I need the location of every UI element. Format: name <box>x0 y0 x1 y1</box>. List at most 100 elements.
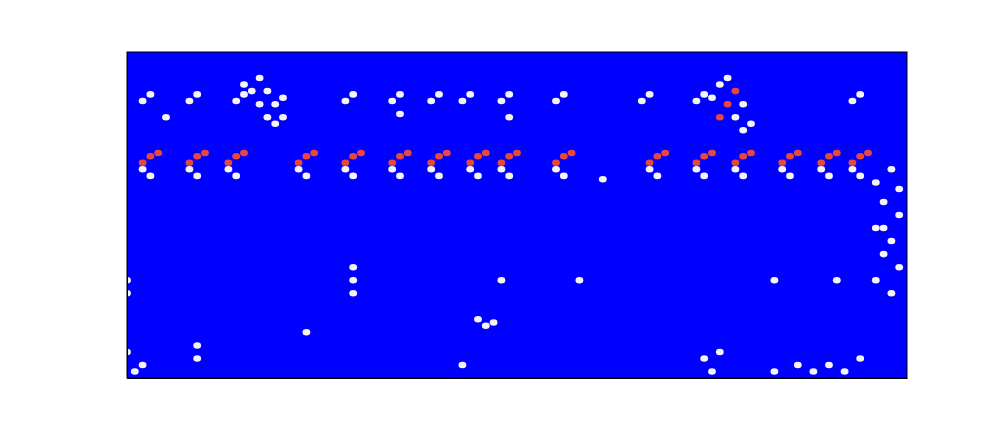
cell <box>404 150 412 157</box>
cell <box>505 91 513 98</box>
cell <box>778 166 786 173</box>
cell <box>872 225 880 232</box>
cell <box>459 362 467 369</box>
cell <box>724 101 732 108</box>
cell <box>654 173 662 180</box>
cell <box>193 342 201 349</box>
cell <box>193 355 201 362</box>
cell <box>505 114 513 121</box>
cell <box>342 160 350 167</box>
cell <box>739 173 747 180</box>
cell <box>498 98 506 105</box>
cell <box>747 120 755 127</box>
cell <box>349 264 357 271</box>
cell <box>552 166 560 173</box>
cell <box>810 368 818 375</box>
cell <box>427 166 435 173</box>
cell <box>505 153 513 160</box>
cell <box>872 277 880 284</box>
cell <box>693 98 701 105</box>
cell <box>303 329 311 336</box>
cell <box>303 153 311 160</box>
cell <box>349 290 357 297</box>
cell <box>279 114 287 121</box>
cell <box>833 277 841 284</box>
cell <box>435 91 443 98</box>
cell <box>646 160 654 167</box>
cell <box>466 91 474 98</box>
cell <box>396 111 404 118</box>
cell <box>474 153 482 160</box>
cell <box>856 91 864 98</box>
cell <box>310 150 318 157</box>
cell <box>396 173 404 180</box>
cell <box>778 160 786 167</box>
cell <box>147 173 155 180</box>
cell <box>342 98 350 105</box>
cell <box>349 277 357 284</box>
cell <box>240 81 248 88</box>
plot-area <box>123 52 907 379</box>
cell <box>193 153 201 160</box>
cell <box>186 160 194 167</box>
cell <box>724 75 732 82</box>
cell <box>147 153 155 160</box>
cell <box>654 153 662 160</box>
cell <box>856 153 864 160</box>
cell <box>732 166 740 173</box>
cells <box>127 75 903 375</box>
cell <box>279 94 287 101</box>
cell <box>396 91 404 98</box>
cell <box>560 91 568 98</box>
cell <box>505 173 513 180</box>
cell <box>435 153 443 160</box>
cell <box>576 277 584 284</box>
cell <box>786 153 794 160</box>
cell <box>552 98 560 105</box>
cell <box>396 153 404 160</box>
cell <box>880 251 888 258</box>
cell <box>139 362 147 369</box>
cell <box>264 88 272 95</box>
cell <box>232 153 240 160</box>
cell <box>482 150 490 157</box>
cell <box>427 160 435 167</box>
cell <box>708 94 716 101</box>
cell <box>498 166 506 173</box>
cell <box>864 150 872 157</box>
cell <box>841 368 849 375</box>
cell <box>248 88 256 95</box>
cell <box>295 160 303 167</box>
cell <box>264 114 272 121</box>
cell <box>225 160 233 167</box>
cell <box>193 91 201 98</box>
cell <box>872 179 880 186</box>
cell <box>193 173 201 180</box>
cell <box>388 160 396 167</box>
cell <box>139 160 147 167</box>
cell <box>661 150 669 157</box>
cell <box>131 368 139 375</box>
cell <box>552 160 560 167</box>
cell <box>498 160 506 167</box>
cell <box>732 160 740 167</box>
cell <box>895 212 903 219</box>
cell <box>201 150 209 157</box>
cell <box>139 98 147 105</box>
cell <box>490 319 498 326</box>
cell <box>880 225 888 232</box>
cell <box>817 160 825 167</box>
cell <box>342 166 350 173</box>
cell <box>786 173 794 180</box>
cell <box>739 101 747 108</box>
cell <box>295 166 303 173</box>
cell <box>240 150 248 157</box>
cell <box>693 166 701 173</box>
cell <box>794 150 802 157</box>
cell <box>825 362 833 369</box>
cell <box>186 98 194 105</box>
cell <box>474 316 482 323</box>
cell <box>225 166 233 173</box>
cell <box>794 362 802 369</box>
cell <box>256 101 264 108</box>
